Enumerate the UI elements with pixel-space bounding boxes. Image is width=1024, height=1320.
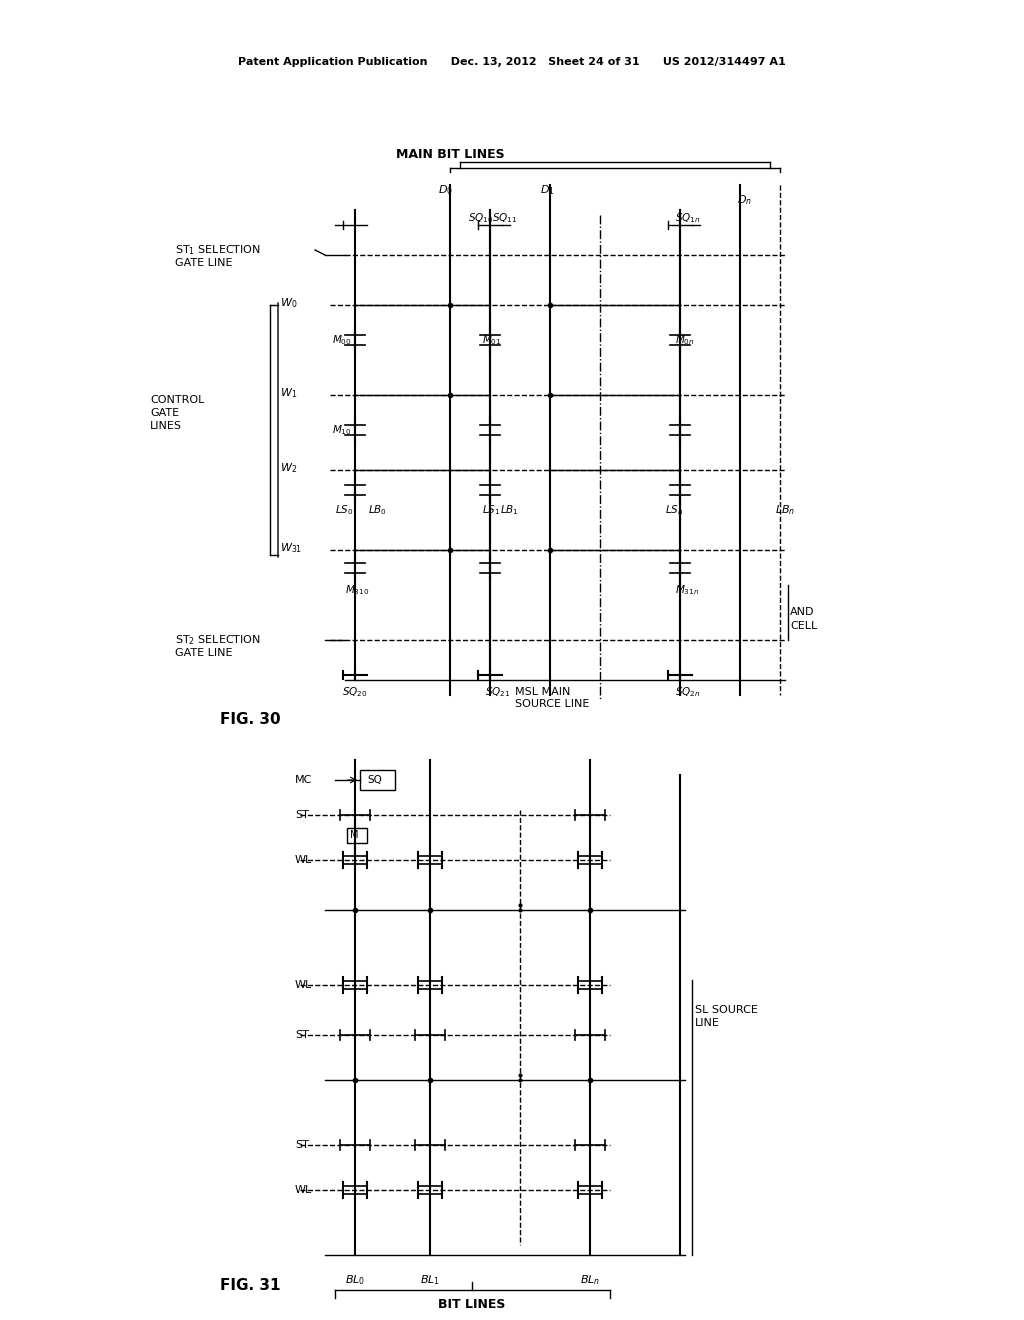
Text: $LB_n$: $LB_n$ xyxy=(775,503,796,517)
Text: $D_n$: $D_n$ xyxy=(737,193,752,207)
Text: $LS_n$: $LS_n$ xyxy=(665,503,683,517)
Text: GATE LINE: GATE LINE xyxy=(175,257,232,268)
Text: $M_{10}$: $M_{10}$ xyxy=(332,424,351,437)
Text: $D_0$: $D_0$ xyxy=(437,183,453,197)
Text: $SQ_{20}$: $SQ_{20}$ xyxy=(342,685,368,698)
Text: $SQ_{10}$: $SQ_{10}$ xyxy=(468,211,494,224)
Text: $M_{00}$: $M_{00}$ xyxy=(332,333,351,347)
Text: $M_{31n}$: $M_{31n}$ xyxy=(675,583,699,597)
Text: $W_{31}$: $W_{31}$ xyxy=(280,541,302,554)
Text: CONTROL: CONTROL xyxy=(150,395,205,405)
Text: $SQ_{11}$: $SQ_{11}$ xyxy=(492,211,517,224)
Text: WL: WL xyxy=(295,979,312,990)
Text: ST: ST xyxy=(295,810,309,820)
Text: $BL_0$: $BL_0$ xyxy=(345,1272,366,1287)
Text: $LB_1$: $LB_1$ xyxy=(500,503,519,517)
Text: $W_1$: $W_1$ xyxy=(280,385,297,400)
Text: $SQ_{21}$: $SQ_{21}$ xyxy=(485,685,510,698)
Text: GATE: GATE xyxy=(150,408,179,418)
Text: MC: MC xyxy=(295,775,312,785)
Text: $LB_0$: $LB_0$ xyxy=(368,503,387,517)
Text: GATE LINE: GATE LINE xyxy=(175,648,232,657)
Text: $W_2$: $W_2$ xyxy=(280,461,297,475)
Text: $BL_1$: $BL_1$ xyxy=(420,1272,440,1287)
Text: $M_{01}$: $M_{01}$ xyxy=(482,333,502,347)
Text: $LS_0$: $LS_0$ xyxy=(335,503,353,517)
Text: FIG. 31: FIG. 31 xyxy=(220,1278,281,1292)
Text: M: M xyxy=(350,830,358,840)
Text: Patent Application Publication      Dec. 13, 2012   Sheet 24 of 31      US 2012/: Patent Application Publication Dec. 13, … xyxy=(239,57,785,67)
Text: $D_1$: $D_1$ xyxy=(540,183,554,197)
Text: MSL MAIN: MSL MAIN xyxy=(515,686,570,697)
Text: CELL: CELL xyxy=(790,620,817,631)
Text: WL: WL xyxy=(295,855,312,865)
Text: WL: WL xyxy=(295,1185,312,1195)
Text: SQ: SQ xyxy=(367,775,382,785)
Text: $SQ_{1n}$: $SQ_{1n}$ xyxy=(675,211,700,224)
Text: AND: AND xyxy=(790,607,814,616)
Text: BIT LINES: BIT LINES xyxy=(438,1299,506,1312)
Text: MAIN BIT LINES: MAIN BIT LINES xyxy=(395,149,504,161)
Text: ST$_1$ SELECTION: ST$_1$ SELECTION xyxy=(175,243,261,257)
Text: SOURCE LINE: SOURCE LINE xyxy=(515,700,590,709)
Text: $BL_n$: $BL_n$ xyxy=(580,1272,600,1287)
Text: LINE: LINE xyxy=(695,1018,720,1028)
Text: $LS_1$: $LS_1$ xyxy=(482,503,501,517)
Text: SL SOURCE: SL SOURCE xyxy=(695,1005,758,1015)
Text: $W_0$: $W_0$ xyxy=(280,296,297,310)
Text: $M_{0n}$: $M_{0n}$ xyxy=(675,333,694,347)
Text: FIG. 30: FIG. 30 xyxy=(220,713,281,727)
Text: $SQ_{2n}$: $SQ_{2n}$ xyxy=(675,685,700,698)
Text: ST: ST xyxy=(295,1030,309,1040)
Bar xyxy=(347,828,367,843)
Bar xyxy=(360,770,395,789)
Text: $M_{310}$: $M_{310}$ xyxy=(345,583,370,597)
Text: ST: ST xyxy=(295,1140,309,1150)
Text: LINES: LINES xyxy=(150,421,182,432)
Text: ST$_2$ SELECTION: ST$_2$ SELECTION xyxy=(175,634,261,647)
